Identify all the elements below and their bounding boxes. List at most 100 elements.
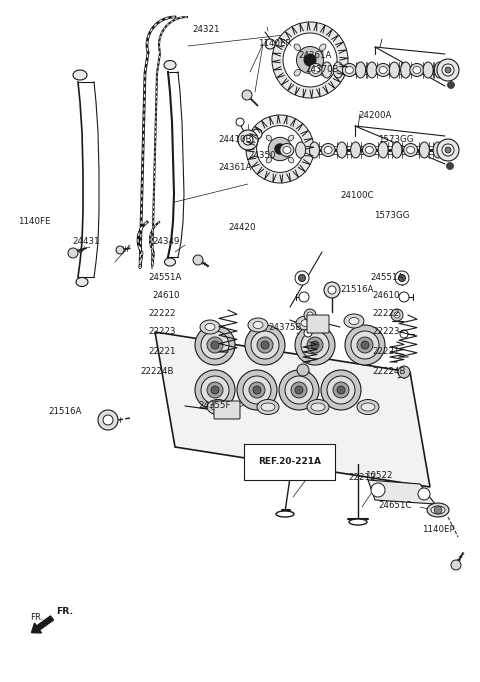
Ellipse shape: [301, 319, 311, 327]
Ellipse shape: [401, 62, 410, 78]
Ellipse shape: [296, 316, 316, 330]
Circle shape: [418, 488, 430, 500]
Ellipse shape: [280, 143, 294, 156]
Text: 24349: 24349: [152, 237, 180, 246]
Text: FR.: FR.: [56, 608, 73, 617]
Circle shape: [275, 144, 285, 154]
Ellipse shape: [73, 70, 87, 80]
Circle shape: [257, 125, 303, 173]
Circle shape: [246, 115, 314, 183]
Text: 24551A: 24551A: [148, 273, 181, 282]
Circle shape: [351, 331, 379, 359]
Circle shape: [445, 147, 451, 153]
Circle shape: [304, 329, 312, 337]
Ellipse shape: [266, 135, 272, 140]
Circle shape: [291, 382, 307, 398]
Text: 22211: 22211: [250, 456, 277, 464]
Ellipse shape: [221, 406, 235, 415]
Circle shape: [442, 64, 454, 76]
Ellipse shape: [342, 63, 356, 76]
Ellipse shape: [379, 67, 387, 74]
FancyBboxPatch shape: [307, 315, 329, 333]
Ellipse shape: [276, 511, 294, 517]
Circle shape: [251, 331, 279, 359]
Text: REF.20-221A: REF.20-221A: [258, 458, 321, 466]
Ellipse shape: [248, 318, 268, 332]
Circle shape: [371, 483, 385, 497]
Circle shape: [357, 337, 373, 353]
Circle shape: [249, 382, 265, 398]
Circle shape: [307, 312, 313, 318]
Circle shape: [201, 331, 229, 359]
Circle shape: [337, 386, 345, 394]
Ellipse shape: [314, 321, 322, 327]
Ellipse shape: [423, 62, 433, 78]
Text: 22223: 22223: [372, 327, 399, 336]
Circle shape: [304, 309, 316, 321]
Circle shape: [243, 376, 271, 404]
Circle shape: [437, 59, 459, 81]
Circle shape: [361, 341, 369, 349]
Text: 24420: 24420: [228, 224, 255, 233]
Circle shape: [257, 337, 273, 353]
Ellipse shape: [311, 403, 325, 411]
Text: 24321: 24321: [192, 25, 219, 35]
Circle shape: [195, 370, 235, 410]
Ellipse shape: [253, 321, 263, 329]
Circle shape: [446, 162, 454, 170]
Circle shape: [193, 255, 203, 265]
Ellipse shape: [389, 62, 399, 78]
Circle shape: [391, 309, 403, 321]
Circle shape: [327, 376, 355, 404]
Text: 24361A: 24361A: [298, 52, 331, 61]
Ellipse shape: [310, 142, 319, 158]
Circle shape: [301, 331, 329, 359]
Ellipse shape: [296, 142, 306, 158]
Ellipse shape: [356, 62, 366, 78]
Circle shape: [283, 33, 337, 87]
Circle shape: [321, 370, 361, 410]
Circle shape: [297, 46, 324, 74]
Text: 24610: 24610: [372, 291, 399, 301]
Ellipse shape: [420, 142, 430, 158]
Text: 22221: 22221: [148, 348, 176, 357]
Ellipse shape: [392, 142, 402, 158]
Ellipse shape: [312, 320, 324, 328]
Text: 1140ER: 1140ER: [258, 38, 291, 48]
Ellipse shape: [349, 318, 359, 325]
Text: 24651C: 24651C: [378, 501, 411, 509]
Circle shape: [253, 386, 261, 394]
Polygon shape: [368, 480, 435, 504]
Ellipse shape: [431, 506, 445, 514]
Circle shape: [268, 137, 292, 161]
Text: 22223: 22223: [148, 327, 176, 336]
Ellipse shape: [350, 142, 360, 158]
Ellipse shape: [200, 320, 220, 334]
Circle shape: [265, 39, 275, 49]
Text: 1573GG: 1573GG: [378, 136, 413, 145]
Ellipse shape: [283, 147, 291, 153]
Circle shape: [299, 274, 305, 282]
Text: 1573GG: 1573GG: [374, 211, 409, 220]
Circle shape: [345, 325, 385, 365]
Ellipse shape: [361, 403, 375, 411]
Text: 22221: 22221: [372, 348, 399, 357]
Circle shape: [297, 364, 309, 376]
Ellipse shape: [165, 258, 176, 266]
Ellipse shape: [367, 62, 377, 78]
Circle shape: [238, 130, 258, 150]
Text: 22222: 22222: [372, 310, 399, 318]
Circle shape: [272, 22, 348, 98]
Circle shape: [237, 370, 277, 410]
Text: 24375B: 24375B: [268, 323, 301, 333]
Ellipse shape: [344, 314, 364, 328]
Circle shape: [451, 560, 461, 570]
Ellipse shape: [207, 400, 229, 415]
Circle shape: [399, 292, 409, 302]
Text: 24431: 24431: [72, 237, 99, 246]
Ellipse shape: [266, 157, 272, 163]
Circle shape: [236, 118, 244, 126]
Circle shape: [295, 325, 335, 365]
Text: 24200A: 24200A: [358, 110, 391, 119]
Circle shape: [195, 325, 235, 365]
